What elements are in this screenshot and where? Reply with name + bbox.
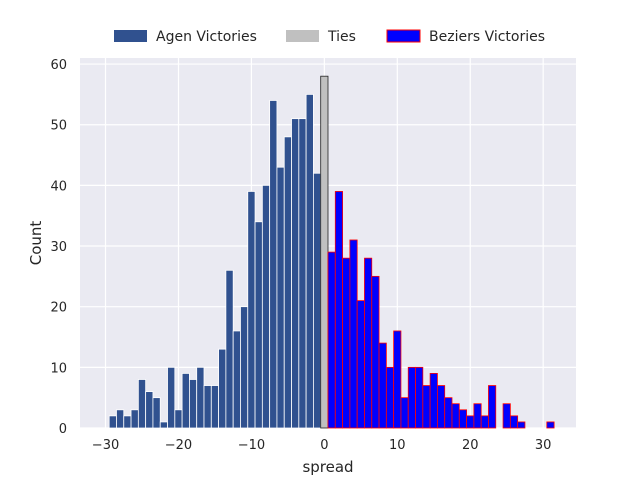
histogram-bar	[466, 415, 475, 429]
x-tick-label: −30	[92, 438, 119, 453]
histogram-bar	[488, 385, 497, 429]
histogram-bar	[422, 385, 431, 429]
y-tick-label: 30	[50, 240, 67, 255]
histogram-bar	[444, 397, 453, 429]
histogram-bar	[371, 275, 380, 429]
histogram-bar	[393, 330, 402, 429]
histogram-bar	[407, 366, 416, 429]
histogram-bar	[240, 306, 249, 429]
histogram-bar	[298, 118, 307, 429]
y-tick-label: 50	[50, 119, 67, 134]
histogram-bar	[145, 391, 154, 429]
x-tick-label: −20	[165, 438, 192, 453]
histogram-bar	[473, 403, 482, 429]
histogram-bar	[502, 403, 511, 429]
histogram-bar	[429, 373, 438, 429]
histogram-bar	[210, 385, 219, 429]
histogram-bar	[327, 251, 336, 429]
histogram-bar	[291, 118, 300, 429]
tick-labels: −30 −20 −10 0 10 20 30 0 10 20 30 40 50 60	[50, 58, 551, 453]
histogram-bar	[385, 366, 395, 429]
histogram-bar	[546, 421, 555, 429]
histogram-bar	[116, 409, 125, 429]
histogram-bar	[167, 366, 176, 429]
histogram-bar	[320, 75, 329, 429]
histogram-bar	[356, 300, 365, 429]
legend-label-agen: Agen Victories	[156, 29, 257, 45]
histogram-bar	[218, 348, 227, 429]
histogram-bar	[378, 342, 387, 429]
histogram-bar	[305, 93, 314, 429]
histogram-bar	[123, 415, 132, 429]
x-tick-label: 10	[389, 438, 406, 453]
histogram-bar	[159, 421, 168, 429]
histogram-bar	[349, 239, 358, 429]
histogram-bar	[458, 409, 467, 429]
histogram-bar	[283, 136, 292, 429]
y-tick-label: 0	[59, 422, 67, 437]
histogram-bar	[152, 397, 161, 429]
x-axis-label: spread	[302, 458, 353, 476]
x-tick-label: 30	[535, 438, 552, 453]
histogram-bar	[415, 366, 424, 429]
legend-label-beziers: Beziers Victories	[429, 29, 545, 45]
y-tick-label: 60	[50, 58, 67, 73]
histogram-bar	[225, 269, 234, 429]
legend-swatch-ties	[286, 30, 319, 42]
histogram-bar	[480, 415, 489, 429]
y-tick-label: 10	[50, 361, 67, 376]
legend-label-ties: Ties	[327, 29, 356, 45]
bars	[108, 75, 555, 429]
histogram-bar	[517, 421, 526, 429]
histogram-bar	[196, 366, 205, 429]
histogram-bar	[174, 409, 183, 429]
histogram-bar	[189, 379, 198, 429]
histogram-bar	[364, 257, 373, 429]
histogram-bar	[261, 184, 271, 429]
histogram-bar	[203, 385, 212, 429]
histogram-bar	[451, 403, 460, 429]
histogram-bar	[437, 385, 446, 429]
histogram-bar	[254, 221, 263, 429]
y-tick-label: 20	[50, 301, 67, 316]
histogram-bar	[334, 191, 343, 429]
histogram-bar	[247, 191, 256, 429]
histogram-bar	[108, 415, 117, 429]
histogram-bar	[269, 100, 278, 429]
y-axis-label: Count	[27, 221, 45, 266]
histogram-bar	[137, 379, 147, 429]
histogram-bar	[276, 166, 285, 429]
histogram-bar	[342, 257, 351, 429]
x-tick-label: −10	[238, 438, 265, 453]
histogram-bar	[130, 409, 139, 429]
legend: Agen Victories Ties Beziers Victories	[114, 29, 545, 45]
histogram-bar	[313, 172, 322, 429]
histogram-bar	[509, 415, 519, 429]
histogram-bar	[232, 330, 241, 429]
x-tick-label: 0	[320, 438, 328, 453]
y-tick-label: 40	[50, 179, 67, 194]
x-tick-label: 20	[462, 438, 479, 453]
histogram-bar	[181, 373, 190, 429]
histogram-bar	[400, 397, 409, 429]
legend-swatch-beziers	[386, 29, 421, 43]
legend-swatch-agen	[114, 30, 147, 42]
